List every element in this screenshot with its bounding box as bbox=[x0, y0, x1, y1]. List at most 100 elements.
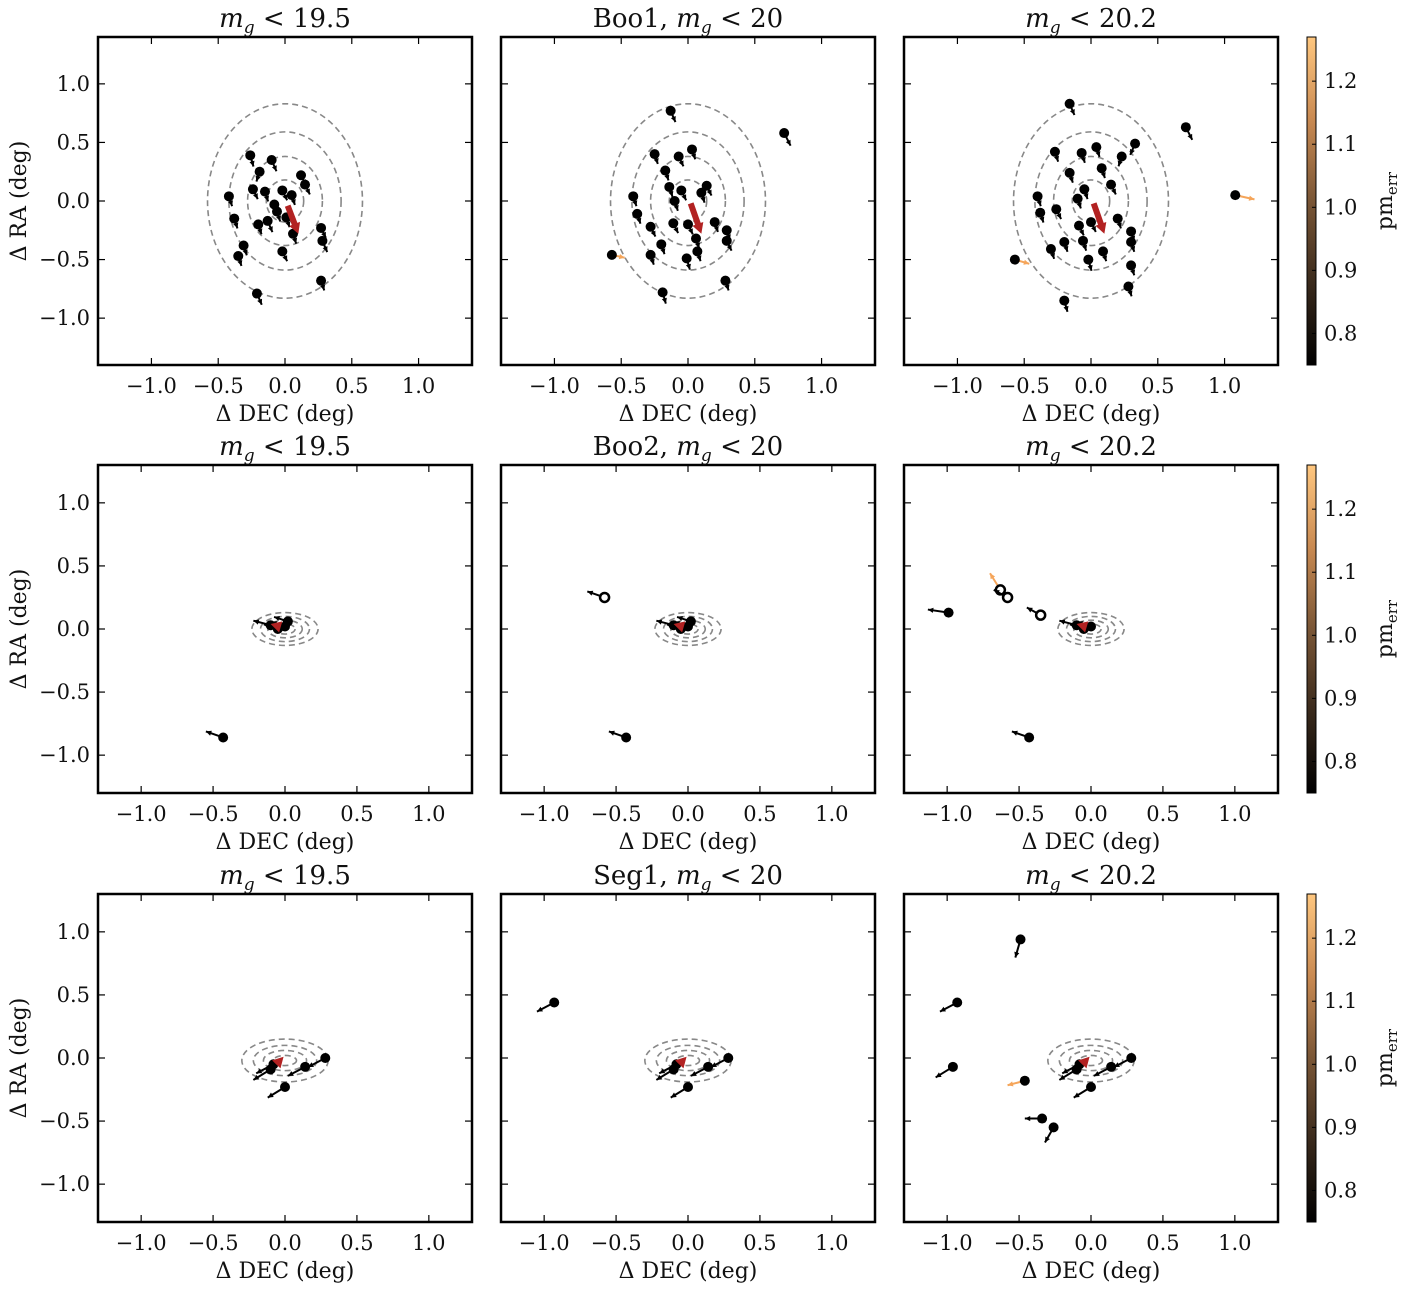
star-marker bbox=[701, 180, 712, 191]
pm-arrowhead bbox=[267, 1092, 274, 1098]
star-marker bbox=[549, 997, 560, 1008]
colorbar-tick-label: 1.0 bbox=[1324, 1052, 1357, 1076]
star-marker bbox=[259, 186, 270, 197]
title-suffix: < 19.5 bbox=[255, 861, 351, 891]
star-point bbox=[277, 185, 289, 201]
star-point bbox=[1126, 226, 1137, 242]
x-tick-label: 0.0 bbox=[671, 1231, 704, 1255]
pm-arrowhead bbox=[659, 1068, 666, 1074]
pm-arrowhead bbox=[935, 1072, 942, 1078]
pm-arrowhead bbox=[1082, 244, 1087, 251]
pm-arrowhead bbox=[1069, 623, 1076, 629]
x-tick-label: 0.0 bbox=[268, 802, 301, 826]
star-marker bbox=[266, 155, 277, 165]
x-axis-label: Δ DEC (deg) bbox=[1022, 830, 1161, 855]
pm-arrowhead bbox=[1079, 229, 1084, 236]
star-point bbox=[317, 235, 329, 253]
plot-area bbox=[536, 997, 734, 1099]
star-point bbox=[696, 187, 707, 203]
x-tick-label: −1.0 bbox=[116, 802, 167, 826]
pm-arrowhead bbox=[274, 616, 281, 622]
star-marker bbox=[262, 215, 273, 226]
pm-arrowhead bbox=[255, 175, 261, 182]
star-point bbox=[673, 151, 685, 167]
star-point bbox=[1007, 1075, 1030, 1087]
title-subscript: g bbox=[701, 446, 712, 466]
title-subscript: g bbox=[1050, 18, 1061, 38]
title-math: m bbox=[1025, 432, 1050, 462]
star-marker bbox=[286, 190, 297, 201]
star-point bbox=[1035, 207, 1046, 223]
star-marker bbox=[300, 179, 311, 190]
star-marker bbox=[1015, 934, 1026, 945]
x-tick-label: −1.0 bbox=[922, 1231, 973, 1255]
colorbar-gradient bbox=[1306, 36, 1317, 366]
pm-arrowhead bbox=[253, 193, 258, 200]
pm-arrowhead bbox=[1014, 951, 1020, 958]
y-tick-label: 1.0 bbox=[57, 72, 90, 96]
star-point bbox=[1230, 190, 1255, 201]
star-marker bbox=[218, 732, 229, 743]
colorbar-group: 0.80.91.01.11.2pmerr0.80.91.01.11.2pmerr… bbox=[1306, 36, 1401, 1223]
star-marker bbox=[645, 249, 656, 260]
star-point bbox=[1058, 1064, 1082, 1081]
pm-arrowhead bbox=[253, 619, 260, 625]
star-point bbox=[253, 219, 264, 235]
panel-title: mg < 19.5 bbox=[219, 861, 351, 895]
x-tick-label: 0.0 bbox=[671, 374, 704, 398]
star-point bbox=[720, 275, 731, 291]
pm-arrowhead bbox=[650, 230, 656, 237]
contour-ellipse bbox=[1068, 1049, 1114, 1072]
y-tick-label: −0.5 bbox=[39, 1109, 90, 1133]
x-tick-label: 1.0 bbox=[1218, 802, 1251, 826]
contour-ellipse bbox=[1034, 131, 1148, 271]
pm-arrowhead bbox=[1102, 255, 1108, 262]
title-suffix: < 20 bbox=[712, 432, 783, 462]
pm-arrowhead bbox=[1024, 1115, 1031, 1122]
x-tick-label: −1.0 bbox=[932, 374, 983, 398]
pm-arrowhead bbox=[677, 616, 684, 622]
star-marker bbox=[703, 1061, 714, 1072]
star-marker bbox=[1086, 1082, 1096, 1093]
colorbar-tick-label: 0.8 bbox=[1324, 1178, 1357, 1202]
pm-arrowhead bbox=[274, 208, 280, 215]
star-point bbox=[1049, 146, 1060, 162]
star-marker bbox=[720, 275, 731, 286]
star-point bbox=[1180, 122, 1194, 141]
star-marker bbox=[229, 213, 240, 224]
y-tick-label: −0.5 bbox=[39, 248, 90, 272]
panel-2-2: −1.0 −0.5 0.0 0.5 1.0 Δ DEC (deg) Boo2, mg < 2… bbox=[499, 432, 877, 855]
star-point bbox=[939, 997, 963, 1013]
x-tick-label: 1.0 bbox=[412, 1231, 445, 1255]
pm-arrowhead bbox=[1023, 259, 1030, 265]
colorbar-label: pmerr bbox=[1373, 171, 1401, 230]
star-marker bbox=[238, 240, 249, 251]
pm-arrowhead bbox=[1059, 1074, 1066, 1080]
colorbar-tick-label: 1.1 bbox=[1324, 132, 1357, 156]
star-point bbox=[683, 219, 694, 235]
x-tick-label: 1.0 bbox=[815, 1231, 848, 1255]
pm-arrowhead bbox=[661, 297, 667, 304]
panel-title: Seg1, mg < 20 bbox=[593, 861, 783, 895]
star-marker bbox=[296, 170, 307, 181]
pm-arrowhead bbox=[664, 174, 670, 181]
x-tick-label: −0.5 bbox=[591, 802, 642, 826]
pm-arrowhead bbox=[618, 253, 625, 260]
colorbar-label-main: pm bbox=[1373, 1052, 1398, 1087]
pm-arrowhead bbox=[1076, 202, 1082, 209]
plot-area bbox=[1009, 98, 1255, 313]
panel-2-1: −1.0 −1.0 −0.5 −0.5 0.0 0.0 0.5 0.5 1.0 1.0 Δ DEC … bbox=[7, 432, 474, 855]
star-point bbox=[1026, 606, 1047, 621]
star-marker bbox=[1024, 732, 1035, 743]
star-point bbox=[316, 222, 327, 239]
title-subscript: g bbox=[244, 875, 255, 895]
star-point bbox=[1079, 184, 1090, 200]
star-point bbox=[1073, 220, 1085, 236]
star-point bbox=[655, 1064, 679, 1081]
panel-title: mg < 20.2 bbox=[1025, 4, 1157, 38]
contour-ellipse bbox=[259, 615, 311, 643]
star-marker bbox=[1077, 235, 1088, 246]
pm-arrowhead bbox=[656, 619, 663, 625]
y-tick-label: −1.0 bbox=[39, 743, 90, 767]
